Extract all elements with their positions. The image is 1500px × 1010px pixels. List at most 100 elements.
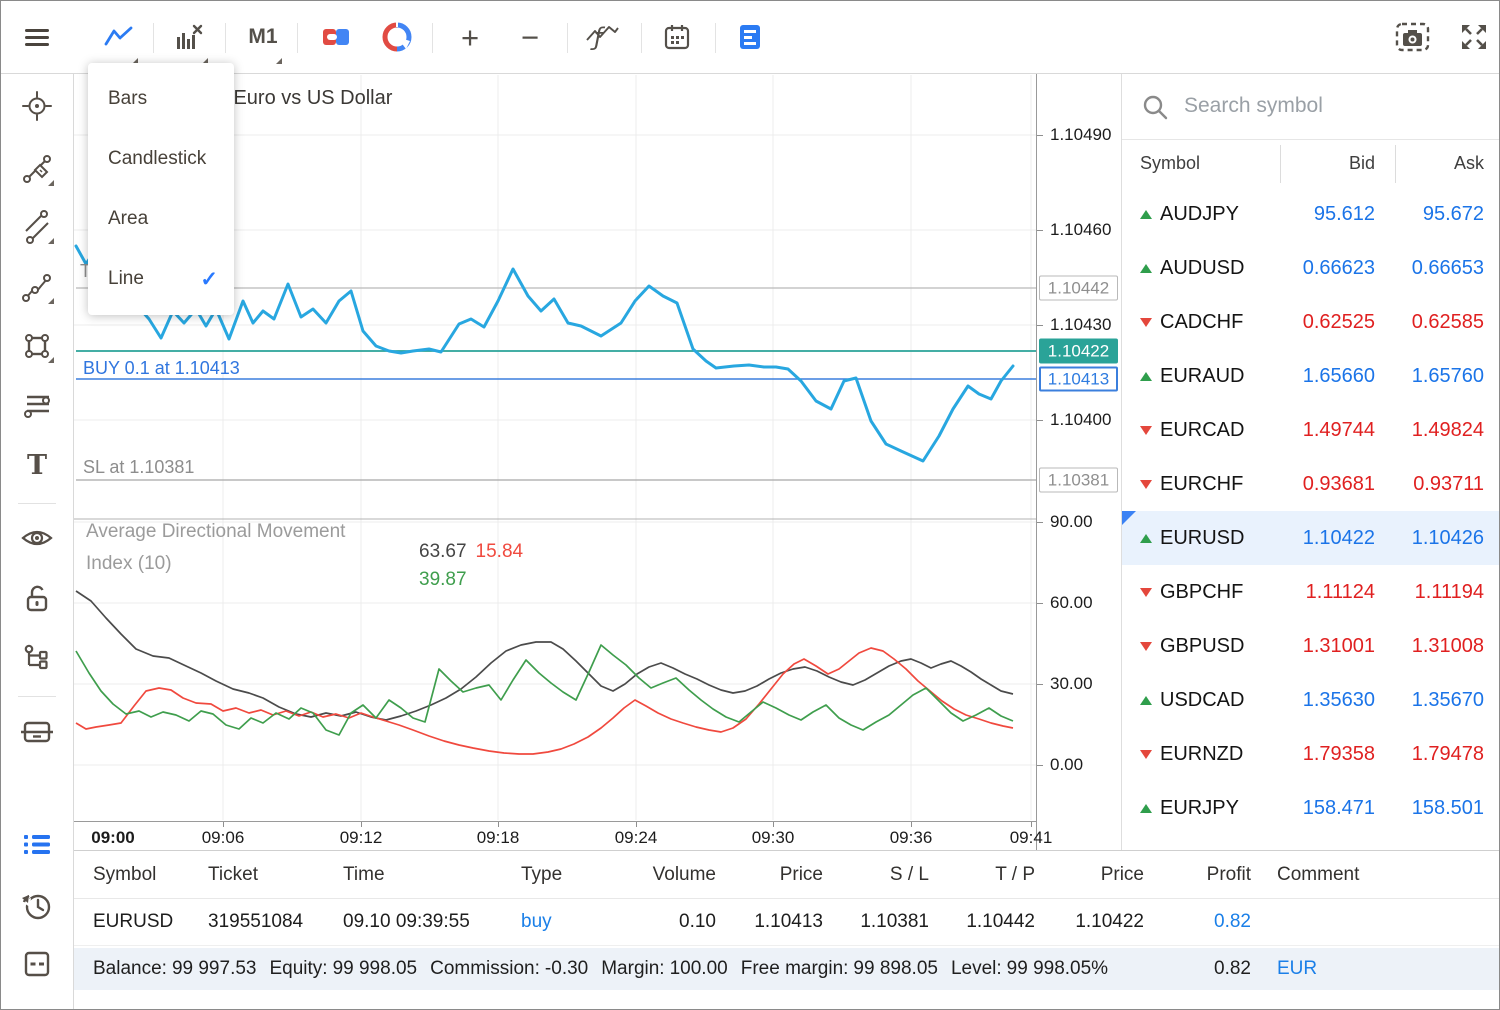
- symbol-row-eurjpy[interactable]: EURJPY158.471158.501: [1122, 781, 1500, 835]
- journal-tab[interactable]: [11, 938, 63, 990]
- object-visibility-tool[interactable]: [11, 512, 63, 564]
- bid-value: 1.31001: [1280, 635, 1395, 658]
- indicator-tick-dash: [1037, 684, 1043, 685]
- journal-book-icon: [20, 947, 54, 981]
- symbol-row-euraud[interactable]: EURAUD1.656601.65760: [1122, 349, 1500, 403]
- menu-item-bars[interactable]: Bars: [88, 69, 234, 129]
- symbol-name: EURCAD: [1160, 419, 1280, 442]
- buy-line-label: BUY 0.1 at 1.10413: [83, 358, 240, 379]
- screenshot-button[interactable]: [1385, 1, 1441, 73]
- ask-value: 1.11194: [1395, 581, 1484, 604]
- symbol-row-audjpy[interactable]: AUDJPY95.61295.672: [1122, 187, 1500, 241]
- market-watch-rows: AUDJPY95.61295.672AUDUSD0.666230.66653CA…: [1122, 187, 1500, 835]
- header-separator: [1280, 145, 1281, 183]
- symbol-row-eurusd[interactable]: EURUSD1.104221.10426: [1122, 511, 1500, 565]
- search-input[interactable]: [1184, 74, 1484, 138]
- trade-col-9: Profit: [1144, 864, 1251, 886]
- symbol-row-eurcad[interactable]: EURCAD1.497441.49824: [1122, 403, 1500, 457]
- menu-item-area[interactable]: Area: [88, 189, 234, 249]
- indicator-tick-dash: [1037, 603, 1043, 604]
- economic-calendar-button[interactable]: [649, 1, 705, 73]
- price-scale[interactable]: 1.104901.104601.104301.1040090.0060.0030…: [1036, 74, 1121, 850]
- time-tick-dash: [636, 822, 637, 827]
- price-tick-label: 1.10490: [1050, 125, 1111, 145]
- menu-item-candlestick[interactable]: Candlestick: [88, 129, 234, 189]
- add-indicator-button[interactable]: ƒ: [574, 1, 630, 73]
- trade-cell-price_current: 1.10422: [1035, 911, 1144, 933]
- arrow-down-icon: [1140, 642, 1152, 651]
- symbol-row-cadchf[interactable]: CADCHF0.625250.62585: [1122, 295, 1500, 349]
- bid-value: 158.471: [1280, 797, 1395, 820]
- column-symbol[interactable]: Symbol: [1136, 153, 1280, 174]
- symbol-name: EURCHF: [1160, 473, 1280, 496]
- ask-value: 1.79478: [1395, 743, 1484, 766]
- summary-label: Commission:: [430, 958, 540, 980]
- eye-icon: [19, 521, 55, 555]
- symbol-row-eurnzd[interactable]: EURNZD1.793581.79478: [1122, 727, 1500, 781]
- trade-cell-tp: 1.10442: [929, 911, 1035, 933]
- history-tab[interactable]: [11, 880, 63, 932]
- symbol-row-gbpusd[interactable]: GBPUSD1.310011.31008: [1122, 619, 1500, 673]
- bid-value: 1.65660: [1280, 365, 1395, 388]
- market-watch-header[interactable]: Symbol Bid Ask: [1122, 140, 1500, 187]
- unlock-objects-tool[interactable]: [11, 573, 63, 625]
- trade-row[interactable]: EURUSD31955108409.10 09:39:55buy0.101.10…: [74, 899, 1500, 946]
- ruler-tool[interactable]: [11, 143, 63, 195]
- arrow-up-icon: [1140, 534, 1152, 543]
- menu-item-line[interactable]: Line✓: [88, 249, 234, 309]
- chart-area[interactable]: EURUSD, M1: Euro vs US Dollar TP at 1.10…: [74, 74, 1036, 821]
- polyline-icon: [20, 270, 54, 304]
- timeframe-button[interactable]: M1: [235, 1, 291, 73]
- symbol-row-audusd[interactable]: AUDUSD0.666230.66653: [1122, 241, 1500, 295]
- main-menu-button[interactable]: [9, 1, 65, 73]
- minus-di-series-line: [76, 648, 1013, 754]
- indicator-tick-label: 30.00: [1050, 674, 1093, 694]
- timeframe-label: M1: [248, 25, 277, 49]
- arrow-down-icon: [1140, 588, 1152, 597]
- objects-tree-tool[interactable]: [11, 632, 63, 684]
- arrow-down-icon: [1140, 318, 1152, 327]
- trendline-tool[interactable]: [11, 201, 63, 253]
- column-ask[interactable]: Ask: [1395, 153, 1484, 174]
- symbol-row-gbpchf[interactable]: GBPCHF1.111241.11194: [1122, 565, 1500, 619]
- summary-label: Equity:: [269, 958, 327, 980]
- indicator-name-line2: Index (10): [86, 553, 172, 575]
- trade-list-icon: [20, 828, 54, 860]
- bid-value: 0.62525: [1280, 311, 1395, 334]
- fibonacci-tool[interactable]: [11, 379, 63, 431]
- zoom-in-button[interactable]: +: [442, 1, 498, 73]
- shape-tool[interactable]: [11, 320, 63, 372]
- toolbar-separator: [297, 23, 298, 53]
- polyline-tool[interactable]: [11, 261, 63, 313]
- time-tick-dash: [911, 822, 912, 827]
- line-chart-icon: [104, 26, 134, 48]
- adx-value: 63.67: [419, 541, 467, 562]
- indicator-tick-label: 0.00: [1050, 755, 1083, 775]
- crosshair-tool[interactable]: [11, 80, 63, 132]
- hamburger-icon: [22, 22, 52, 52]
- sl-line-label: SL at 1.10381: [83, 457, 194, 478]
- symbol-row-usdcad[interactable]: USDCAD1.356301.35670: [1122, 673, 1500, 727]
- time-axis[interactable]: 09:0009:0609:1209:1809:2409:3009:3609:41: [74, 821, 1036, 850]
- plus-di-series-line: [76, 645, 1013, 735]
- function-indicator-icon: ƒ: [584, 23, 620, 51]
- trade-col-7: T / P: [929, 864, 1035, 886]
- trade-list-tab[interactable]: [11, 818, 63, 870]
- bid-value: 1.79358: [1280, 743, 1395, 766]
- symbol-row-eurchf[interactable]: EURCHF0.936810.93711: [1122, 457, 1500, 511]
- news-button[interactable]: [722, 1, 778, 73]
- symbol-name: EURAUD: [1160, 365, 1280, 388]
- trade-box-icon: [19, 715, 55, 749]
- price-tick-dash: [1037, 325, 1043, 326]
- fullscreen-button[interactable]: [1446, 1, 1500, 73]
- unlock-icon: [20, 582, 54, 616]
- sidebar-divider: [18, 696, 56, 697]
- toolbar-separator: [225, 23, 226, 53]
- trade-col-2: Time: [343, 864, 521, 886]
- market-depth-button[interactable]: [369, 1, 425, 73]
- trade-dialog-tool[interactable]: [11, 706, 63, 758]
- one-click-trading-button[interactable]: [308, 1, 364, 73]
- zoom-out-button[interactable]: −: [502, 1, 558, 73]
- column-bid[interactable]: Bid: [1280, 153, 1395, 174]
- text-tool[interactable]: T: [11, 439, 63, 491]
